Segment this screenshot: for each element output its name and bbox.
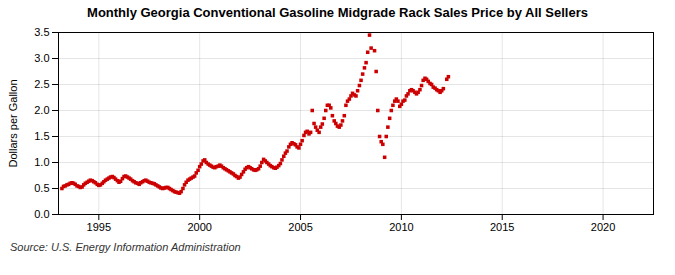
- html-text:Source: U.S. Energy Informatio: Source: U.S. Energy Information Administ…: [10, 241, 241, 253]
- html-text:Monthly Georgia Conventional G: Monthly Georgia Conventional Gasoline Mi…: [87, 5, 588, 20]
- svg-text:0.5: 0.5: [34, 182, 49, 194]
- svg-text:2.0: 2.0: [34, 104, 49, 116]
- svg-text:3.5: 3.5: [34, 26, 49, 38]
- svg-text:1.5: 1.5: [34, 130, 49, 142]
- svg-text:2015: 2015: [490, 221, 514, 233]
- svg-text:1995: 1995: [87, 221, 111, 233]
- svg-text:2000: 2000: [187, 221, 211, 233]
- svg-text:2.5: 2.5: [34, 78, 49, 90]
- svg-text:Dollars per Gallon: Dollars per Gallon: [7, 79, 19, 167]
- svg-text:3.0: 3.0: [34, 52, 49, 64]
- svg-text:2010: 2010: [389, 221, 413, 233]
- svg-text:1.0: 1.0: [34, 156, 49, 168]
- svg-text:0.0: 0.0: [34, 208, 49, 220]
- svg-text:2020: 2020: [591, 221, 615, 233]
- svg-text:2005: 2005: [288, 221, 312, 233]
